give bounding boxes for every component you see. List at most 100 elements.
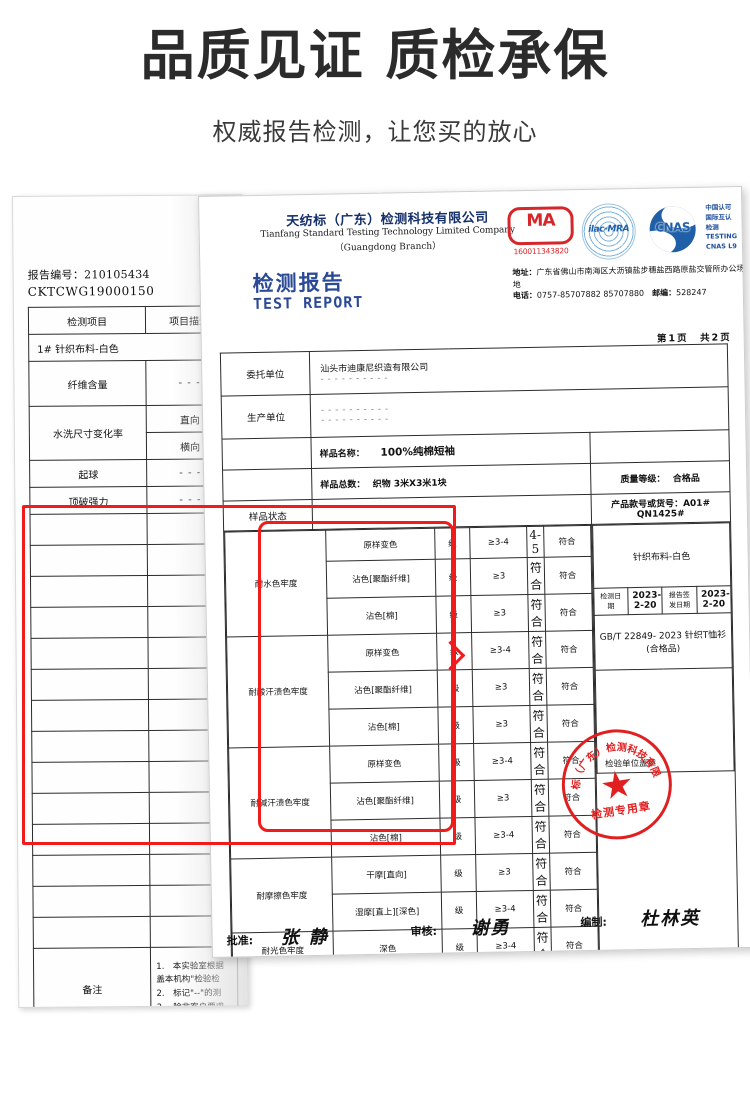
result-measured: 符合	[528, 631, 546, 669]
table-row: 备注 1. 本实验室根据 盖本机构"检验检 2. 标记"--"的测 3. 除非客…	[33, 946, 239, 1008]
back-row-fiber: 纤维含量	[28, 360, 147, 407]
sample-state-label: 样品状态	[223, 499, 313, 532]
result-group-acid: 耐酸汗渍色牢度	[226, 635, 330, 749]
address-label: 地址：	[512, 267, 537, 278]
table-row: 检测日期 2023-2-20 报告签发日期 2023-2-20	[593, 585, 732, 616]
sample-name-cell: 样品名称： 100%纯棉短袖	[310, 432, 591, 469]
sample-name-label: 样品名称：	[319, 448, 365, 460]
result-std: ≥3-4	[473, 742, 532, 781]
cnas-label: CNAS	[655, 219, 691, 235]
table-row	[31, 667, 236, 701]
product-no-cell: 产品款号或货号：A01# QN1425#	[590, 491, 731, 525]
table-row	[32, 884, 238, 918]
result-name: 原样变色	[327, 633, 438, 673]
producer-value-cell: - - - - - - - - - - - - - - - - - - - -	[310, 386, 729, 438]
back-row-shrink: 水洗尺寸变化率	[29, 405, 147, 461]
result-name: 沾色[聚酯纤维]	[326, 559, 436, 599]
result-std: ≥3-4	[469, 526, 528, 559]
producer-label: 生产单位	[221, 394, 311, 440]
result-name: 沾色[棉]	[328, 707, 439, 747]
result-verdict: 符合	[545, 667, 594, 706]
back-row-pilling: 起球	[29, 459, 148, 488]
table-row	[32, 853, 237, 887]
result-unit: 级	[435, 558, 471, 597]
result-name: 沾色[聚酯纤维]	[330, 781, 440, 821]
quality-cell: 质量等级： 合格品	[590, 460, 731, 495]
back-remark-line-2: 盖本机构"检验检	[156, 974, 220, 986]
ma-certification-mark: MA 160011343820	[507, 206, 574, 256]
approve-signature: 张 静	[280, 926, 330, 949]
result-group-alkali: 耐碱汗渍色牢度	[228, 746, 332, 860]
ma-number: 160011343820	[513, 246, 569, 257]
approve-label: 批准:	[226, 934, 254, 948]
prepare-signature: 杜林英	[640, 907, 701, 931]
back-report-number-value: 210105434	[84, 267, 150, 282]
result-unit: 级	[439, 817, 476, 856]
result-measured: 符合	[532, 853, 550, 891]
report-main-table: 委托单位 汕头市迪康尼织造有限公司 - - - - - - - - - - 生产…	[220, 343, 742, 958]
result-std: ≥3	[475, 853, 534, 892]
phone-value: 0757-85707882 85707880	[536, 289, 645, 300]
result-name: 沾色[棉]	[326, 596, 437, 636]
result-std: ≥3	[470, 557, 528, 596]
back-remark-line-3: 2. 标记"--"的测	[156, 988, 222, 999]
result-unit: 级	[437, 706, 474, 745]
company-contact-info: 地址：广东省佛山市南海区大沥镇盐步穗盐西路原盐交管所办公场地 电话：0757-8…	[512, 263, 745, 302]
result-name: 沾色[棉]	[330, 818, 441, 858]
ilac-icon: ilac-MRA	[581, 202, 637, 260]
result-unit: 级	[440, 854, 477, 893]
table-row: GB/T 22849- 2023 针织T恤衫(合格品)	[593, 612, 733, 671]
sample-name-value: 100%纯棉短袖	[380, 445, 456, 459]
review-label: 审核:	[410, 924, 438, 939]
result-unit: 级	[436, 632, 473, 671]
result-measured: 符合	[527, 594, 546, 632]
sample-count-value: 织物 3米X3米1块	[372, 477, 447, 490]
test-results-table: 耐水色牢度 原样变色 级 ≥3-4 4-5 符合 沾色[聚酯纤维] 级 ≥3 符…	[224, 525, 600, 958]
result-std: ≥3	[470, 594, 529, 633]
back-remark-line-1: 1. 本实验室根据	[156, 961, 224, 972]
back-remark-line-4: 3. 除非客户要求	[156, 1001, 225, 1008]
table-row	[31, 729, 236, 763]
result-verdict: 符合	[549, 852, 597, 891]
result-measured: 4-5	[526, 526, 544, 558]
result-unit: 级	[439, 780, 475, 819]
date-value: 2023-2-20	[627, 587, 663, 615]
result-name: 沾色[聚酯纤维]	[328, 670, 438, 710]
result-unit: 级	[438, 743, 475, 782]
report-title-en: TEST REPORT	[252, 292, 364, 314]
result-std: ≥3-4	[474, 816, 533, 855]
result-verdict: 符合	[543, 525, 591, 558]
official-red-seal: 天纺标（广东）检测科技有限公司 检测专用章	[553, 721, 680, 848]
result-verdict: 符合	[544, 593, 593, 632]
company-branch-en: （Guangdong Branch）	[334, 241, 442, 254]
results-subtable-cell: 耐水色牢度 原样变色 级 ≥3-4 4-5 符合 沾色[聚酯纤维] 级 ≥3 符…	[223, 524, 601, 958]
issue-label: 报告签发日期	[662, 586, 697, 615]
prepare-label: 编制:	[580, 915, 607, 930]
back-row-burst: 顶破强力	[29, 486, 148, 515]
client-value-cell: 汕头市迪康尼织造有限公司 - - - - - - - - - -	[309, 343, 729, 395]
address-value: 广东省佛山市南海区大沥镇盐步穗盐西路原盐交管所办公场地	[512, 263, 745, 289]
issue-value: 2023-2-20	[696, 585, 732, 614]
table-row	[31, 760, 237, 794]
result-measured: 符合	[529, 705, 548, 743]
table-row	[32, 791, 237, 825]
sample-block-label	[221, 437, 312, 471]
result-unit: 级	[437, 669, 473, 708]
cnas-mark: CNAS	[641, 205, 704, 257]
result-std: ≥3	[472, 668, 530, 707]
sample-count-cell: 样品总数： 织物 3米X3米1块	[311, 463, 591, 500]
result-name: 原样变色	[329, 744, 440, 784]
table-row	[31, 698, 236, 732]
material-desc: 针织布料-白色	[592, 522, 731, 589]
page-title: 品质见证 质检承保	[140, 24, 610, 87]
ma-label: MA	[526, 210, 555, 231]
standard-value: GB/T 22849- 2023 针织T恤衫(合格品)	[593, 612, 733, 671]
client-label: 委托单位	[220, 351, 311, 397]
result-unit: 级	[434, 527, 471, 560]
test-report-document: 天纺标（广东）检测科技有限公司 Tianfang Standard Testin…	[198, 186, 750, 958]
result-measured: 符合	[531, 816, 550, 854]
result-std: ≥3	[472, 705, 531, 744]
cnas-accreditation-text: 中国认可 国际互认 检测 TESTING CNAS L9	[705, 203, 738, 251]
sample-count-label: 样品总数：	[320, 479, 361, 491]
phone-label: 电话：	[512, 290, 537, 301]
